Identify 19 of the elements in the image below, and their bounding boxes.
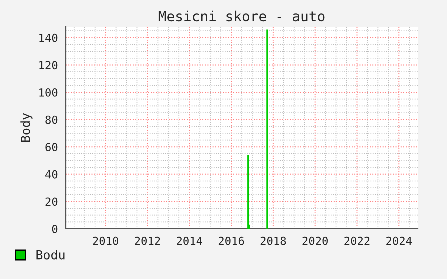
y-tick-label: 20 bbox=[46, 198, 58, 206]
x-tick-label: 2022 bbox=[344, 236, 370, 246]
y-tick-label: 60 bbox=[46, 143, 58, 152]
y-tick-label: 40 bbox=[46, 170, 58, 179]
y-tick-label: 0 bbox=[52, 225, 58, 234]
y-tick-label: 120 bbox=[40, 61, 58, 70]
x-tick-label: 2014 bbox=[177, 236, 202, 246]
chart-title: Mesicni skore - auto bbox=[158, 10, 325, 22]
legend-label: Bodu bbox=[36, 250, 65, 260]
x-tick-label: 2010 bbox=[93, 236, 118, 246]
y-tick-label: 140 bbox=[40, 34, 58, 42]
y-axis-title: Body bbox=[20, 113, 33, 142]
x-tick-label: 2024 bbox=[386, 236, 412, 246]
y-tick-label: 80 bbox=[46, 116, 58, 124]
x-tick-label: 2020 bbox=[302, 236, 328, 246]
x-tick-label: 2018 bbox=[260, 236, 286, 246]
y-tick-label: 100 bbox=[40, 88, 58, 97]
x-tick-label: 2016 bbox=[218, 236, 244, 246]
x-tick-label: 2012 bbox=[135, 236, 160, 246]
